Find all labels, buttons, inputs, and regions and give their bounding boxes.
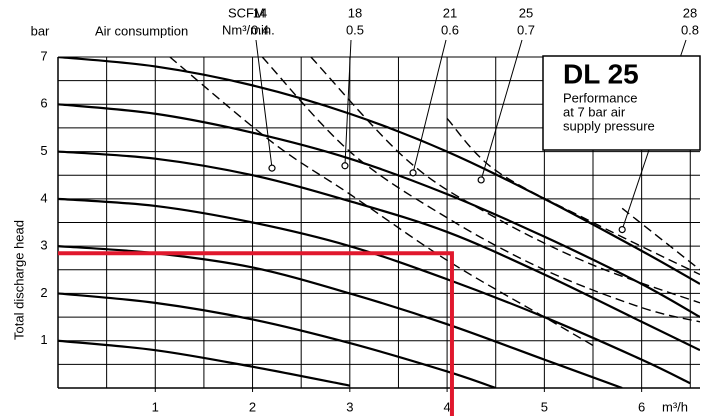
y-tick-label: 1: [40, 332, 47, 347]
scfm-label: 25: [519, 5, 533, 20]
air-marker: [477, 176, 485, 184]
x-tick-label: 4: [443, 399, 450, 414]
chart-subtitle: Performance: [563, 90, 637, 105]
scfm-label: 21: [443, 5, 457, 20]
x-unit: m³/h: [662, 399, 688, 414]
y-tick-label: 2: [40, 285, 47, 300]
scfm-label: 14: [253, 5, 267, 20]
air-curve: [621, 207, 700, 271]
x-tick-label: 1: [152, 399, 159, 414]
nm3-label: 0.7: [517, 22, 535, 37]
chart-subtitle: at 7 bar air: [563, 104, 626, 119]
x-tick-label: 3: [346, 399, 353, 414]
nm3-label: 0.4: [251, 22, 269, 37]
y-unit: bar: [31, 23, 50, 38]
nm3-label: 0.5: [346, 22, 364, 37]
pressure-curve: [58, 292, 497, 388]
scfm-label: SCFM: [228, 5, 265, 20]
y-tick-label: 7: [40, 48, 47, 63]
air-curve: [261, 57, 700, 323]
air-label: Air consumption: [95, 23, 188, 38]
chart-subtitle: supply pressure: [563, 118, 655, 133]
chart-title: DL 25: [563, 58, 639, 89]
nm3-label: Nm³/min.: [222, 22, 275, 37]
nm3-label: 0.8: [681, 22, 699, 37]
x-tick-label: 2: [249, 399, 256, 414]
scfm-label: 18: [348, 5, 362, 20]
air-marker: [341, 162, 349, 170]
leader-line: [255, 39, 273, 169]
pressure-curve: [58, 197, 691, 385]
y-tick-label: 3: [40, 238, 47, 253]
leader-line: [344, 39, 352, 166]
air-marker: [409, 169, 417, 177]
pressure-curve: [58, 150, 700, 352]
nm3-label: 0.6: [441, 22, 459, 37]
y-tick-label: 5: [40, 143, 47, 158]
plot-area: [58, 57, 700, 388]
pressure-curve: [58, 339, 351, 387]
pressure-curve: [58, 103, 700, 319]
x-tick-label: 6: [638, 399, 645, 414]
air-curve: [169, 57, 594, 347]
leader-line: [412, 39, 447, 173]
air-marker: [618, 225, 626, 234]
air-marker: [268, 164, 276, 172]
air-curve: [446, 117, 700, 276]
title-box: [542, 55, 701, 151]
x-tick-label: 5: [541, 399, 548, 414]
y-tick-label: 6: [40, 96, 47, 111]
air-curve: [310, 57, 700, 304]
scfm-label: 28: [683, 5, 697, 20]
operating-point: [58, 251, 454, 416]
y-axis-label: Total discharge head: [11, 220, 26, 340]
pressure-curve: [58, 57, 700, 285]
leader-line: [480, 39, 523, 181]
y-tick-label: 4: [40, 190, 47, 205]
